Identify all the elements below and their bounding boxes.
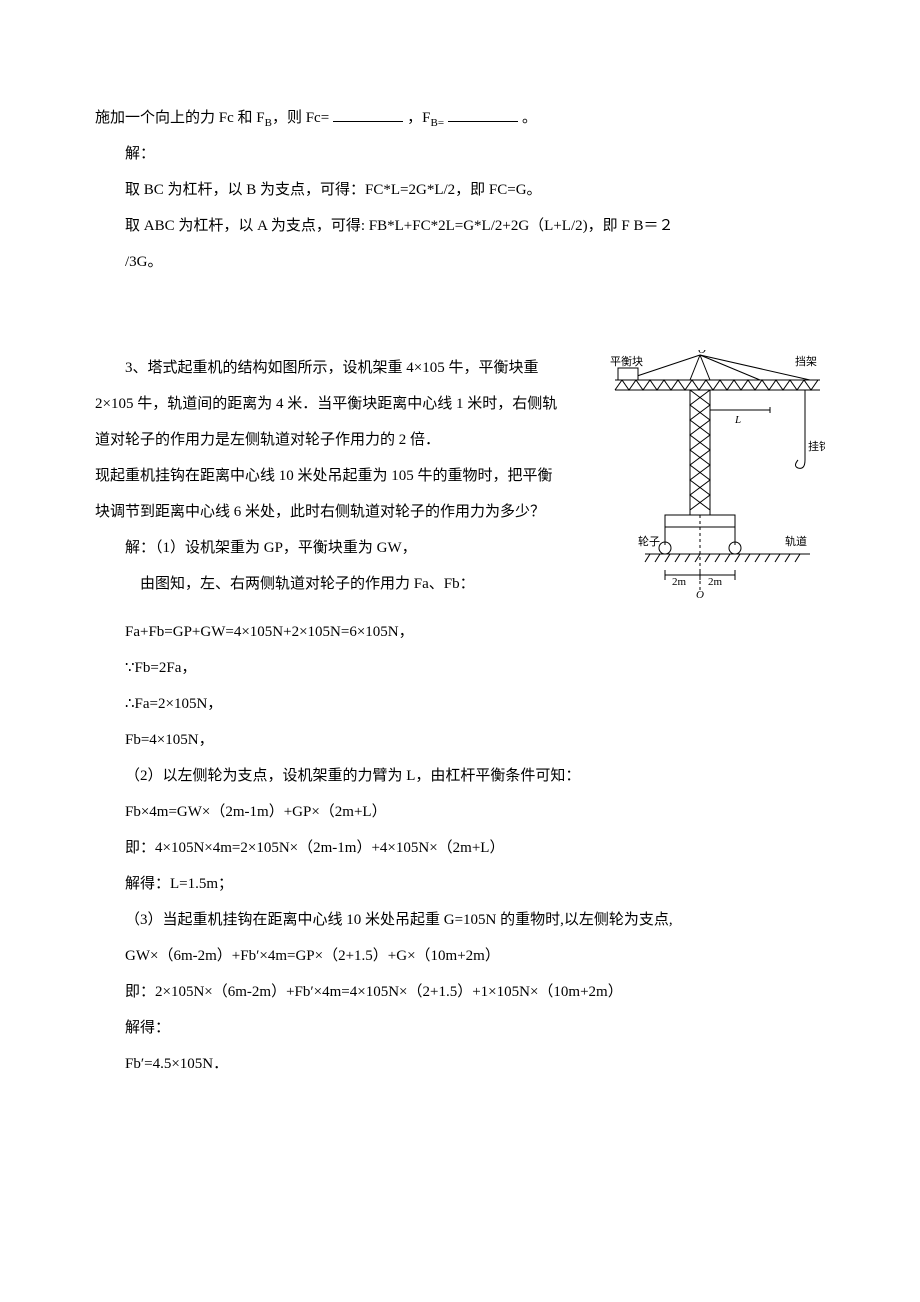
p3-line18: 即：2×105N×（6m-2m）+Fb′×4m=4×105N×（2+1.5）+1… (95, 974, 825, 1010)
fig-label-l: L (734, 414, 741, 426)
fig-label-arm: 挡架 (795, 354, 817, 368)
fig-label-o-top: O (698, 350, 706, 356)
p1-line5: /3G。 (95, 244, 825, 280)
blank-fc (333, 107, 403, 122)
p1-sub-b: B (265, 117, 272, 129)
p1-line4: 取 ABC 为杠杆，以 A 为支点，可得: FB*L+FC*2L=G*L/2+2… (95, 208, 825, 244)
p3-line17: GW×（6m-2m）+Fb′×4m=GP×（2+1.5）+G×（10m+2m） (95, 938, 825, 974)
p3-line20: Fb′=4.5×105N． (95, 1046, 825, 1082)
p3-line10: ∴Fa=2×105N， (95, 686, 825, 722)
fig-label-balance: 平衡块 (610, 355, 643, 368)
fig-label-hook: 挂钩 (808, 439, 825, 453)
p3-line19: 解得： (95, 1010, 825, 1046)
p1-line1: 施加一个向上的力 Fc 和 FB，则 Fc= ，FB= 。 (95, 100, 825, 136)
p3-line14: 即：4×105N×4m=2×105N×（2m-1m）+4×105N×（2m+L） (95, 830, 825, 866)
p3-line12: （2）以左侧轮为支点，设机架重的力臂为 L，由杠杆平衡条件可知： (95, 758, 825, 794)
fig-label-2m-left: 2m (672, 576, 687, 588)
p3-line8: Fa+Fb=GP+GW=4×105N+2×105N=6×105N， (95, 614, 825, 650)
p1-l1-text-c: ，F (407, 110, 430, 126)
p1-l1-text-a: 施加一个向上的力 Fc 和 F (95, 110, 265, 126)
p3-line13: Fb×4m=GW×（2m-1m）+GP×（2m+L） (95, 794, 825, 830)
p1-l1-text-d: 。 (522, 110, 537, 126)
p3-line15: 解得：L=1.5m； (95, 866, 825, 902)
fig-label-2m-right: 2m (708, 576, 723, 588)
fig-label-o-bottom: O (696, 589, 704, 600)
blank-fb (448, 107, 518, 122)
p1-line2: 解： (95, 136, 825, 172)
p3-line11: Fb=4×105N， (95, 722, 825, 758)
p1-line3: 取 BC 为杠杆，以 B 为支点，可得：FC*L=2G*L/2，即 FC=G。 (95, 172, 825, 208)
section-spacer (95, 280, 825, 350)
fig-label-wheel: 轮子 (638, 534, 660, 548)
document-body: 施加一个向上的力 Fc 和 FB，则 Fc= ，FB= 。 解： 取 BC 为杠杆，… (95, 100, 825, 1082)
p3-line9: ∵Fb=2Fa， (95, 650, 825, 686)
p1-sub-b2: B= (431, 117, 445, 129)
p3-line16: （3）当起重机挂钩在距离中心线 10 米处吊起重 G=105N 的重物时,以左侧… (95, 902, 825, 938)
crane-diagram-svg: 平衡块 O 挡架 L 挂钩 轮子 轨道 2m 2m O (610, 350, 825, 600)
fig-label-track: 轨道 (785, 534, 807, 548)
crane-figure: 平衡块 O 挡架 L 挂钩 轮子 轨道 2m 2m O (610, 350, 825, 614)
p1-l1-text-b: ，则 Fc= (272, 110, 329, 126)
